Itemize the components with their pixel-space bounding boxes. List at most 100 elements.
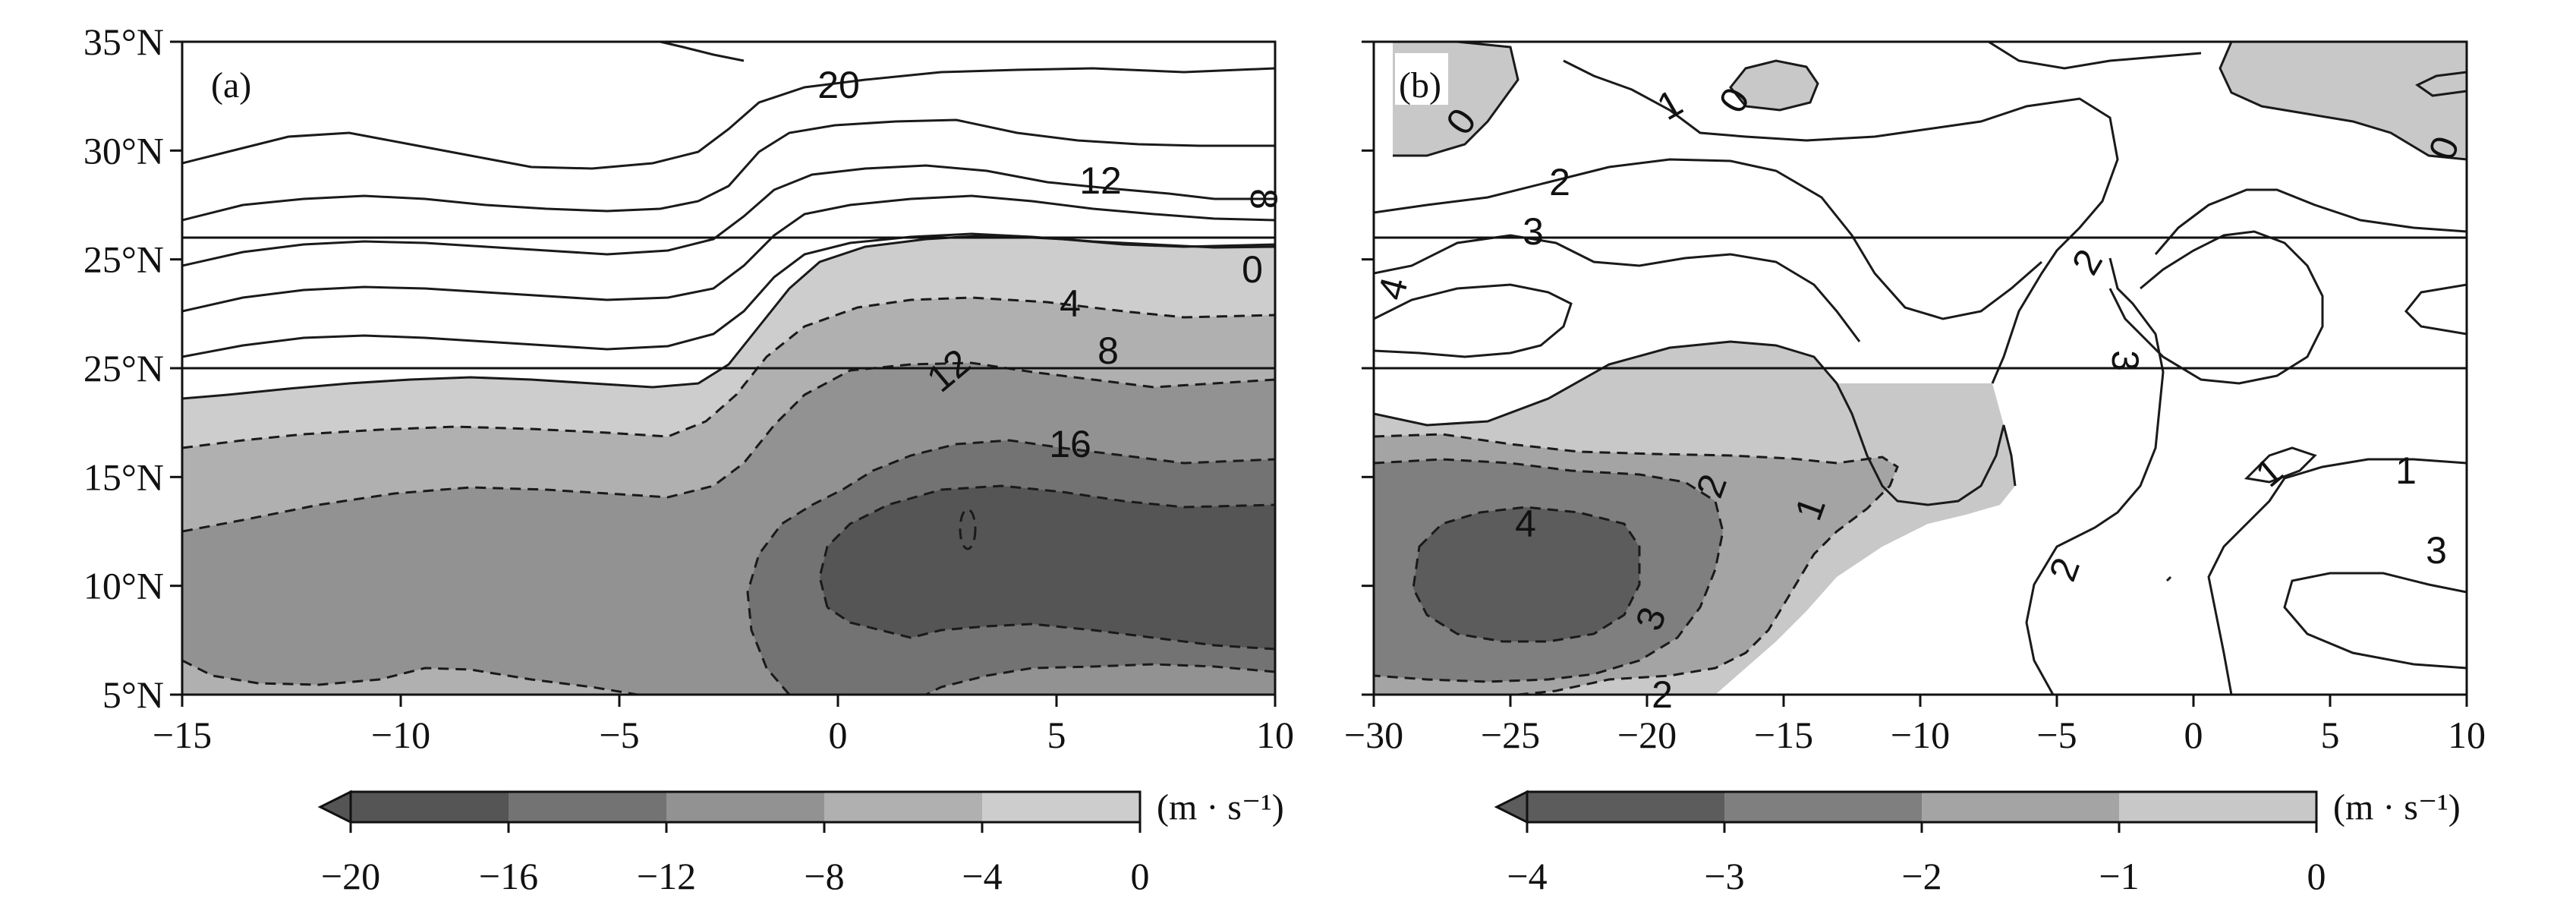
panel-a-shading [182,42,1275,695]
colorbar-segment [1922,792,2119,822]
panel-b-contours [1374,42,2467,695]
panel-b-contour-line [1374,158,2042,320]
panel-b-fill-level-0 [2220,42,2467,159]
panel-a-contour-line [959,508,977,550]
panel-b-contour-line [1374,458,1724,683]
panel-a-x-axis: −15 −10 −5 0 5 10 [153,695,1294,756]
x-tick-label: −15 [153,714,212,756]
panel-b-contour-line [1374,340,2017,506]
panel-a-reference-lines [182,236,1275,370]
x-tick-label: 10 [1256,714,1294,756]
contour-label: 16 [1049,423,1091,465]
panel-b-x-axis: −30 −25 −20 −15 −10 −5 0 5 10 [1344,695,2486,756]
colorbar-tick-label: −2 [1901,855,1941,897]
x-tick-label: 5 [1047,714,1066,756]
panel-b-dashed-contours [1374,433,1899,695]
x-tick-label: −10 [371,714,430,756]
contour-label: 3 [2426,529,2447,572]
panel-a-label: (a) [211,65,251,106]
panel-b-contour-line [2025,257,2165,695]
panel-a-contour-line [925,663,1275,695]
colorbar-tick-label: 0 [1131,855,1150,897]
x-tick-label: −30 [1344,714,1403,756]
panel-b-y-axis [1362,40,1374,696]
colorbar-tick-label: 0 [2307,855,2326,897]
panel-b-contour-line [2404,283,2467,336]
panel-b-contour-line [2219,42,2467,161]
x-tick-label: −5 [599,714,639,756]
colorbar-unit: (m · s⁻¹) [1157,787,1284,827]
panel-a-contour-line [182,296,1275,449]
colorbar-tick-label: −12 [637,855,696,897]
panel-b-contour-line [2244,446,2317,484]
colorbar-tick-label: −16 [479,855,538,897]
panel-a-dashed-contours [182,296,1275,695]
colorbar-segment [982,792,1140,822]
colorbar-segment [1527,792,1724,822]
colorbar-segment [509,792,666,822]
panel-a-contour-line [182,67,1275,170]
panel-a-contour-line [182,659,638,695]
colorbar-segment [666,792,824,822]
x-tick-label: 5 [2321,714,2340,756]
panel-b-label-background [1395,53,1448,105]
colorbar-frame [349,790,1142,824]
colorbar-extension-arrow [317,790,352,824]
colorbar-extension-arrow [1494,790,1529,824]
panel-a-contour-line [182,361,1275,533]
panel-a-fill-level-1 [182,660,638,695]
panel-b-colorbar: −4 −3 −2 −1 0(m · s⁻¹) [1494,787,2461,897]
colorbar-tick-label: −3 [1704,855,1744,897]
panel-a-contour-line [746,439,1275,695]
panel-a-colorbar: −20 −16 −12 −8 −4 0(m · s⁻¹) [317,787,1284,897]
contour-label: 3 [1523,210,1544,253]
x-tick-label: 0 [2184,714,2203,756]
panel-b-contour-line [1988,42,2202,70]
panel-b-contour-line [1563,59,2119,384]
colorbar-segment [351,792,509,822]
panel-b-contour-line [2165,575,2172,582]
panel-b-contour-line [1729,59,1819,112]
panel-b-contour-line [2207,458,2467,695]
y-tick-label: 10°N [83,565,164,607]
y-tick-label: 25°N [83,238,164,281]
x-tick-label: −15 [1754,714,1813,756]
y-tick-label: 15°N [83,456,164,498]
y-tick-label: 30°N [83,129,164,172]
panel-b-contour-line [1374,234,1861,342]
panel-b-fill-level-0 [1730,61,1818,110]
panel-b-label: (b) [1399,65,1441,106]
panel-b-contour-line [1374,433,1899,695]
x-tick-label: −10 [1891,714,1950,756]
colorbar-segment [2119,792,2316,822]
x-tick-label: −5 [2036,714,2077,756]
panel-a-contour-line [818,484,1275,608]
panel-a-y-axis: 5°N 10°N 15°N 25°N 25°N 30°N 35°N [83,20,182,716]
panel-a-contour-line [660,42,745,62]
panel-a-contour-line [182,118,1275,222]
y-tick-label: 25°N [83,347,164,389]
contour-label: 4 [1515,503,1536,545]
colorbar-unit: (m · s⁻¹) [2333,787,2461,827]
y-tick-label: 5°N [102,673,164,716]
contour-label: 8 [1097,329,1119,372]
panel-b-reference-lines [1374,236,2467,370]
x-tick-label: −20 [1617,714,1677,756]
panel-b-contour-line [2154,188,2467,255]
colorbar-segment [1724,792,1922,822]
colorbar-tick-label: −1 [2099,855,2139,897]
panel-a-contour-line [827,606,1275,651]
contour-label: 1 [2395,449,2417,492]
panel-a-contour-line [182,194,1275,313]
contour-label: 20 [817,64,860,106]
colorbar-tick-label: −20 [321,855,380,897]
x-tick-label: −25 [1481,714,1540,756]
panel-b-contour-line [2415,71,2467,97]
panel-b-contour-line [1374,283,1573,358]
panel-a-fill-level-4 [820,486,1275,649]
panel-b-contour-line [2283,572,2467,670]
x-tick-label: 10 [2448,714,2486,756]
